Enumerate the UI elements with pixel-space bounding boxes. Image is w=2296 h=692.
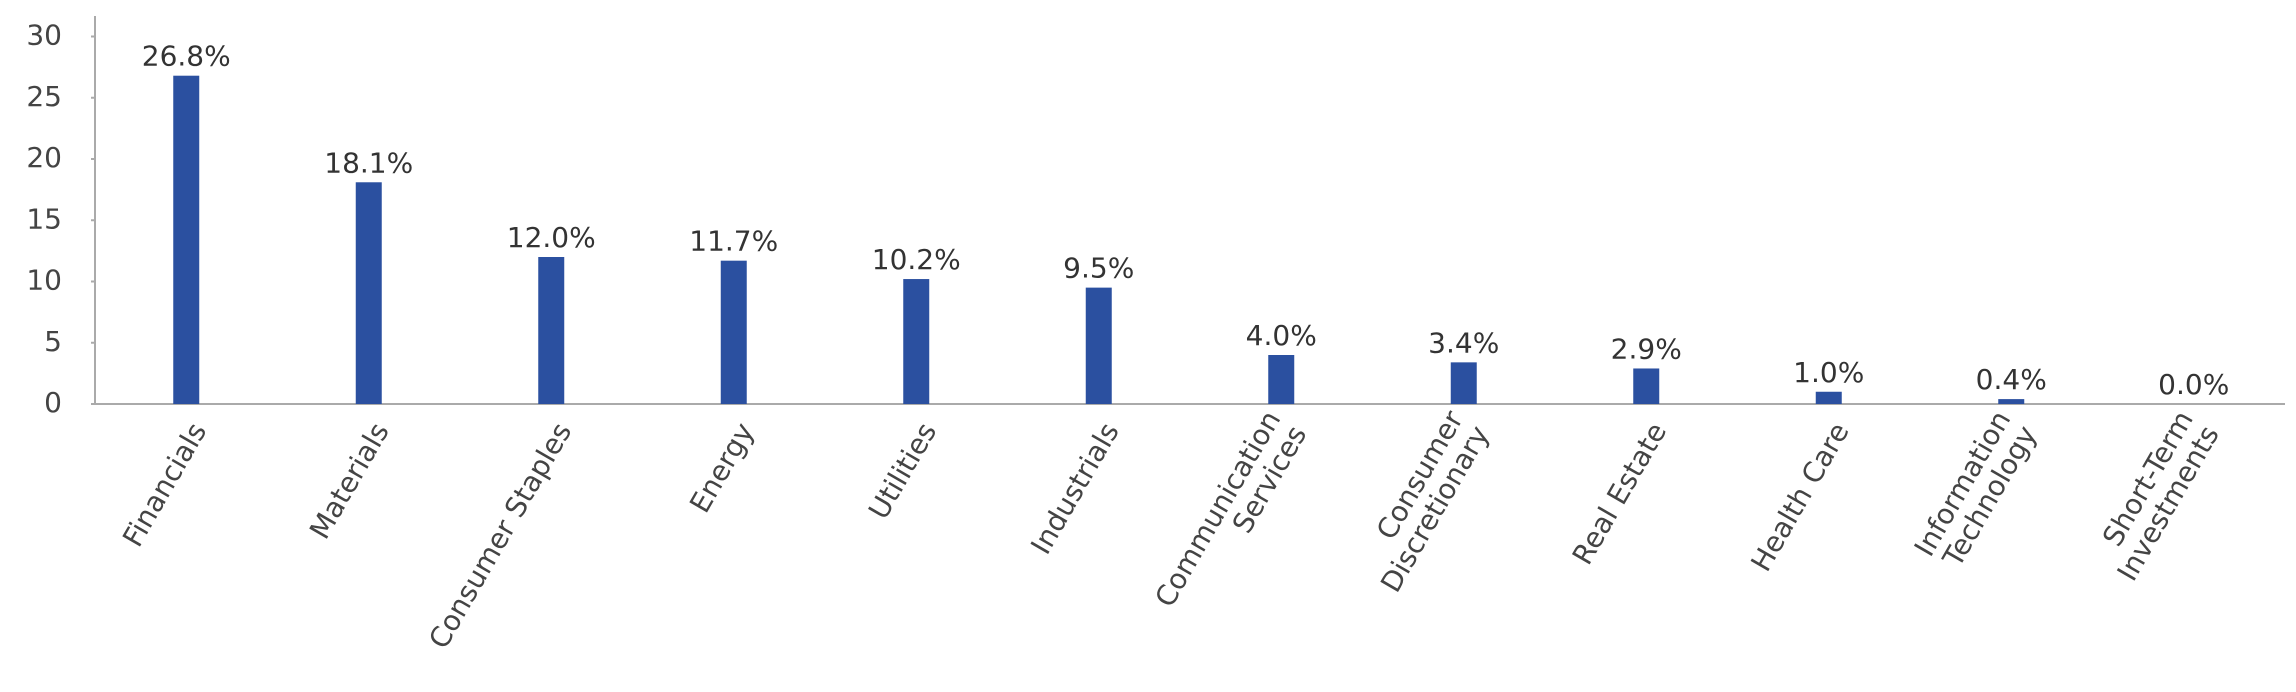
bar bbox=[1085, 287, 1112, 404]
value-label: 9.5% bbox=[1063, 252, 1134, 285]
value-label: 11.7% bbox=[689, 225, 778, 258]
y-tick-label: 0 bbox=[44, 386, 62, 419]
value-label: 4.0% bbox=[1246, 319, 1317, 352]
x-tick-label: Short-TermInvestments bbox=[2085, 405, 2226, 586]
y-tick-label: 25 bbox=[26, 80, 62, 113]
x-tick-label: Materials bbox=[303, 417, 396, 545]
bar bbox=[1633, 368, 1660, 404]
value-label: 12.0% bbox=[507, 221, 596, 254]
x-tick-label: InformationTechnology bbox=[1908, 405, 2044, 577]
y-tick-label: 30 bbox=[26, 19, 62, 52]
value-label: 2.9% bbox=[1611, 332, 1682, 365]
x-tick-label: Real Estate bbox=[1566, 417, 1674, 570]
value-label: 26.8% bbox=[142, 40, 231, 73]
x-tick-label: Utilities bbox=[862, 417, 943, 525]
y-tick-label: 15 bbox=[26, 202, 62, 235]
bar bbox=[1998, 399, 2025, 404]
value-label: 10.2% bbox=[872, 243, 961, 276]
y-tick-label: 5 bbox=[44, 325, 62, 358]
value-label: 1.0% bbox=[1793, 356, 1864, 389]
bar bbox=[173, 75, 200, 404]
x-tick-label: Health Care bbox=[1744, 417, 1855, 577]
x-tick-label: Energy bbox=[683, 417, 761, 518]
value-label: 0.4% bbox=[1976, 363, 2047, 396]
value-label: 0.0% bbox=[2158, 368, 2229, 401]
x-tick-label: Consumer Staples bbox=[422, 417, 578, 654]
bar bbox=[903, 279, 930, 404]
x-tick-label: Industrials bbox=[1024, 417, 1126, 560]
bar bbox=[1268, 355, 1295, 404]
x-tick-label: ConsumerDiscretionary bbox=[1348, 405, 1496, 598]
value-label: 3.4% bbox=[1428, 326, 1499, 359]
x-tick-label: CommunicationServices bbox=[1148, 405, 1313, 628]
bar bbox=[1450, 362, 1477, 404]
y-tick-label: 20 bbox=[26, 141, 62, 174]
bar bbox=[720, 260, 747, 404]
y-tick-label: 10 bbox=[26, 264, 62, 297]
value-label: 18.1% bbox=[324, 146, 413, 179]
x-tick-label: Financials bbox=[116, 417, 213, 552]
bar bbox=[1815, 391, 1842, 404]
bar bbox=[355, 182, 382, 404]
bar bbox=[538, 257, 565, 404]
